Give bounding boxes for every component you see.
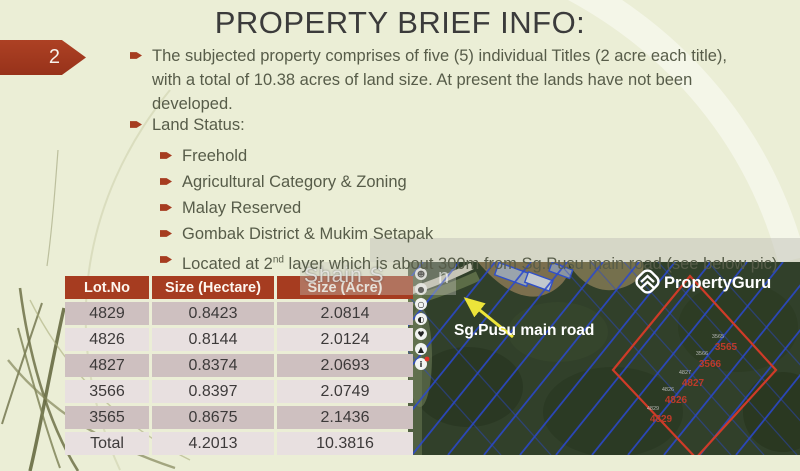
- cell-lot: 3566: [65, 380, 149, 403]
- lot-size-table: Lot.No Size (Hectare) Size (Acre) 4829 0…: [62, 273, 416, 458]
- table-header-row: Lot.No Size (Hectare) Size (Acre): [65, 276, 413, 299]
- cell-lot: 4829: [65, 302, 149, 325]
- lot-label: 4826: [665, 395, 688, 406]
- map-tool-icon-triangle: ▲: [418, 345, 425, 354]
- cell-acre: 2.0124: [277, 328, 413, 351]
- lot-tag: 3566: [696, 351, 708, 357]
- lot-tag: 3565: [712, 334, 724, 340]
- lot-tag: 4827: [679, 370, 691, 376]
- sub-bullet-malay-reserved: Malay Reserved: [160, 197, 301, 223]
- map-plot-cross-lines: [408, 262, 800, 455]
- bullet-text: Land Status:: [152, 116, 245, 134]
- bullet-item-land-status: Land Status:: [128, 113, 245, 137]
- table-row: 4829 0.8423 2.0814: [65, 302, 413, 325]
- map-forest-texture: [408, 262, 800, 455]
- map-tool-icon-ring: ○: [418, 300, 425, 309]
- map-tool-icon-dot: ●: [418, 285, 425, 294]
- sub-bullet-zoning: Agricultural Category & Zoning: [160, 171, 407, 197]
- map-tool-icon-person: ☻: [417, 270, 425, 279]
- page-title: PROPERTY BRIEF INFO:: [214, 5, 586, 40]
- lot-label: 3565: [715, 342, 738, 353]
- watermark-backdrop: [300, 262, 456, 295]
- map-subject-boundary: [611, 274, 778, 455]
- sub-bullet-district: Gombak District & Mukim Setapak: [160, 223, 433, 249]
- located-text-post: layer which is about 300m from Sg.Pusu m…: [283, 254, 778, 273]
- gray-overlay-band: [370, 238, 800, 262]
- cell-total-label: Total: [65, 432, 149, 455]
- lot-label: 4829: [650, 414, 673, 425]
- map-tool-icons: ☻ ● ○ ◐ ♥ ▲ i: [415, 268, 430, 370]
- map-tool-icon-half-circle: ◐: [418, 315, 425, 324]
- lot-tag: 4829: [647, 406, 659, 412]
- satellite-map: 3565 3566 4827 4826 4829 3565 3566 4827 …: [408, 262, 800, 455]
- bullet-arrow-icon: [160, 230, 172, 237]
- cell-hectare: 0.8144: [152, 328, 274, 351]
- sub-bullet-text: Malay Reserved: [182, 199, 302, 217]
- located-text-pre: Located at 2: [182, 254, 273, 273]
- cell-hectare: 0.8397: [152, 380, 274, 403]
- bullet-arrow-icon: [160, 178, 172, 185]
- map-tool-icon-badge: [424, 356, 430, 362]
- table-row: 4827 0.8374 2.0693: [65, 354, 413, 377]
- map-road: [408, 262, 481, 307]
- bullet-arrow-icon: [130, 52, 142, 59]
- bullet-arrow-icon: [160, 152, 172, 159]
- watermark-text: Shain S: [304, 264, 385, 287]
- watermark-text-fragment: n: [438, 266, 450, 288]
- cell-acre: 2.1436: [277, 406, 413, 429]
- cell-acre: 2.0814: [277, 302, 413, 325]
- sub-bullet-freehold: Freehold: [160, 145, 247, 171]
- slide-number: 2: [48, 46, 60, 68]
- map-plot-lines: [408, 262, 800, 455]
- road-pointer-arrow: [463, 297, 514, 339]
- located-text-sup: nd: [272, 254, 284, 265]
- cell-hectare: 0.8675: [152, 406, 274, 429]
- lot-tag: 4826: [662, 387, 674, 393]
- propertyguru-logo-icon: [635, 269, 660, 294]
- table-row: 3565 0.8675 2.1436: [65, 406, 413, 429]
- bullet-line: The subjected property comprises of five…: [152, 47, 728, 65]
- propertyguru-wordmark: PropertyGuru: [664, 274, 771, 292]
- cell-hectare: 0.8423: [152, 302, 274, 325]
- map-lot-labels: 3565 3566 4827 4826 4829 3565 3566 4827 …: [647, 334, 738, 425]
- bullet-arrow-icon: [160, 256, 172, 263]
- bullet-arrow-icon: [160, 204, 172, 211]
- cell-acre: 2.0749: [277, 380, 413, 403]
- cell-total-acre: 10.3816: [277, 432, 413, 455]
- table-row: 4826 0.8144 2.0124: [65, 328, 413, 351]
- sub-bullet-located: Located at 2nd layer which is about 300m…: [160, 249, 777, 275]
- table-total-row: Total 4.2013 10.3816: [65, 432, 413, 455]
- col-header-lot-no: Lot.No: [65, 276, 149, 299]
- map-tool-icon-info: i: [420, 360, 423, 369]
- propertyguru-logo: PropertyGuru: [635, 269, 771, 294]
- sub-bullet-text: Freehold: [182, 147, 248, 165]
- cell-lot: 3565: [65, 406, 149, 429]
- map-tool-icon-heart: ♥: [417, 330, 424, 339]
- bullet-arrow-icon: [130, 121, 142, 128]
- bullet-line: with a total of 10.38 acres of land size…: [152, 71, 693, 89]
- col-header-size-hectare: Size (Hectare): [152, 276, 274, 299]
- sub-bullet-text: Agricultural Category & Zoning: [182, 173, 407, 191]
- cell-hectare: 0.8374: [152, 354, 274, 377]
- sub-bullet-text: Gombak District & Mukim Setapak: [182, 225, 434, 243]
- cell-acre: 2.0693: [277, 354, 413, 377]
- map-road-label: Sg.Pusu main road: [454, 322, 594, 339]
- cell-total-hectare: 4.2013: [152, 432, 274, 455]
- table-row: 3566 0.8397 2.0749: [65, 380, 413, 403]
- cell-lot: 4827: [65, 354, 149, 377]
- bullet-line: developed.: [152, 95, 233, 113]
- lot-label: 3566: [699, 359, 722, 370]
- cell-lot: 4826: [65, 328, 149, 351]
- lot-label: 4827: [682, 378, 705, 389]
- bullet-item: The subjected property comprises of five…: [128, 44, 727, 116]
- col-header-size-acre: Size (Acre): [277, 276, 413, 299]
